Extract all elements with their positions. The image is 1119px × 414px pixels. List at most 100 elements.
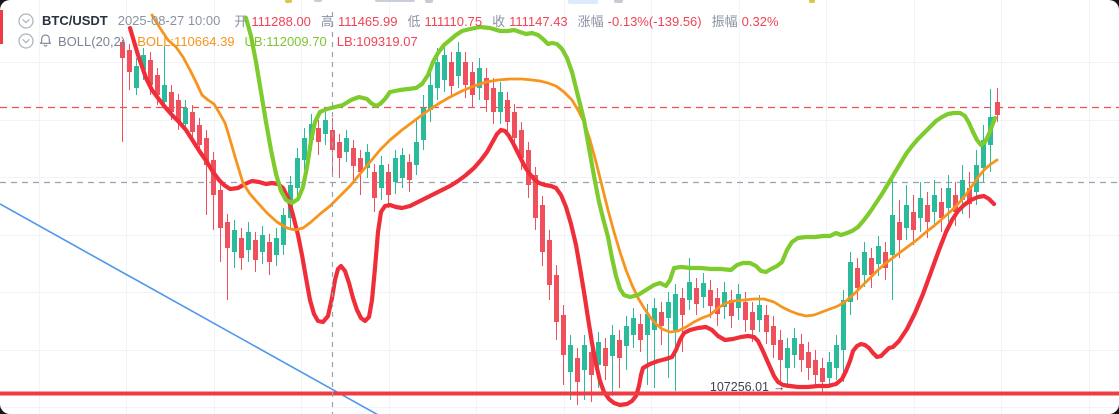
candle-body [904,205,909,228]
candle-body [603,348,608,366]
candle-body [953,195,958,212]
candle-body [400,155,405,178]
toolbar-fragment [568,0,598,4]
candle-body [596,342,601,365]
candle-body [491,88,496,112]
candle-body [834,345,839,368]
candle-body [526,150,531,185]
candle-body [372,172,377,198]
candle-body [421,108,426,140]
candle-body [589,352,594,375]
candle-body [498,92,503,112]
candle-body [435,62,440,88]
toolbar-fragment [285,0,292,3]
candle-body [869,258,874,275]
candle-body [120,42,125,58]
candle-body [722,292,727,307]
candle-body [827,362,832,378]
candle-body [617,340,622,358]
candle-body [561,315,566,355]
candle-body [456,52,461,76]
candle-body [127,50,132,72]
toolbar-fragment [314,0,322,2]
candle-body [666,302,671,318]
chevron-circle-icon[interactable] [18,12,34,29]
candle-body [624,326,629,346]
candle-body [995,102,1000,115]
candle-body [407,162,412,180]
candle-body [806,352,811,368]
symbol-label: BTC/USDT [42,13,108,28]
low-field: 低 111110.75 [407,14,483,29]
candle-body [918,198,923,218]
toolbar-fragment [809,0,815,3]
candle-body [386,172,391,195]
candle-body [442,55,447,80]
candle-body [939,202,944,218]
candle-body [652,308,657,330]
alert-arrow-icon: → [773,380,786,394]
candle-body [862,252,867,275]
candle-body [295,158,300,188]
candle-body [659,312,664,326]
chevron-circle-icon[interactable] [18,33,34,49]
candle-body [393,158,398,182]
candle-body [365,152,370,168]
trendline [0,203,379,414]
open-field: 开 111288.00 [234,14,311,29]
candle-body [764,315,769,332]
left-edge-candle-fragment [0,10,3,44]
indicator-bar: BOLL(20,2) BOLL:110664.39 UB:112009.70 L… [18,33,428,49]
candle-body [981,140,986,168]
candle-body [484,78,489,100]
candle-body [687,282,692,300]
high-field: 高 111465.99 [320,14,398,29]
candle-body [848,262,853,302]
candle-body [414,142,419,165]
candle-body [708,290,713,306]
candle-body [925,205,930,222]
candle-body [568,345,573,372]
indicator-name: BOLL(20,2) [58,33,126,49]
candle-body [155,75,160,95]
candle-body [792,338,797,355]
candle-body [645,314,650,335]
candle-body [218,190,223,228]
candle-body [883,252,888,268]
candle-body [141,55,146,70]
candle-body [519,130,524,158]
boll-mid-value: BOLL:110664.39 [137,33,235,49]
candle-body [477,68,482,88]
candle-datetime: 2025-08-27 10:00 [117,13,221,28]
candle-body [932,195,937,212]
bell-icon[interactable] [38,33,54,49]
candle-body [134,66,139,88]
candle-body [351,148,356,166]
candle-body [757,305,762,320]
candle-body [260,235,265,252]
candle-body [750,312,755,330]
candle-body [729,300,734,316]
candle-body [344,138,349,152]
candle-body [505,100,510,122]
candle-body [638,324,643,340]
candle-body [582,345,587,370]
candle-body [323,120,328,134]
candle-body [799,344,804,360]
boll-upper-band [243,15,998,300]
toolbar-fragment [425,0,433,3]
candle-body [680,298,685,315]
close-field: 收 111147.43 [492,14,568,29]
candle-body [197,125,202,145]
ohlc-bar: BTC/USDT 2025-08-27 10:00 开 111288.00 高 11… [18,11,789,30]
candle-body [743,302,748,320]
candle-body [715,298,720,314]
candle-body [253,240,258,260]
candle-body [379,165,384,188]
candle-body [162,85,167,102]
boll-lower-value: LB:109319.07 [336,33,418,49]
toolbar-fragment [375,0,415,2]
candle-body [778,340,783,360]
